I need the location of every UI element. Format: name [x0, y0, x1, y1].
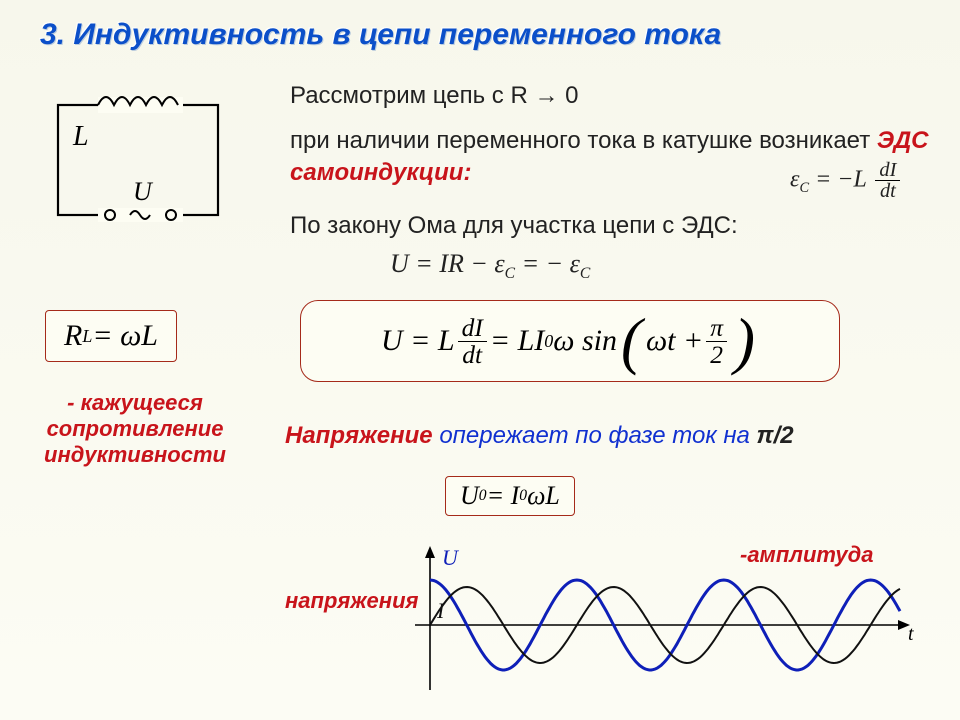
- phase-graph: t U I: [370, 540, 920, 710]
- para-3: По закону Ома для участка цепи с ЭДС:: [290, 210, 738, 242]
- circuit-U-label: U: [133, 177, 154, 206]
- U-curve-label: U: [442, 545, 460, 570]
- rl-caption: - кажущееся сопротивление индуктивности: [20, 390, 250, 468]
- emf-formula: εC = −L dIdt: [790, 160, 903, 202]
- circuit-L-label: L: [72, 121, 89, 152]
- circuit-diagram: L U: [38, 90, 238, 240]
- phase-sentence: Напряжение опережает по фазе ток на π/2: [285, 420, 945, 452]
- main-formula-box: U = L dIdt = LI0 ω sin ( ωt + π2 ): [300, 300, 840, 382]
- ohm-line: U = IR − εC = − εC: [390, 246, 590, 284]
- t-axis-label: t: [908, 623, 914, 645]
- rl-formula-box: RL = ωL: [45, 310, 177, 362]
- para-1: Рассмотрим цепь с R → 0: [290, 80, 578, 112]
- slide-title: 3. Индуктивность в цепи переменного тока: [40, 18, 721, 52]
- amplitude-box: U0 = I0 ωL: [445, 476, 575, 516]
